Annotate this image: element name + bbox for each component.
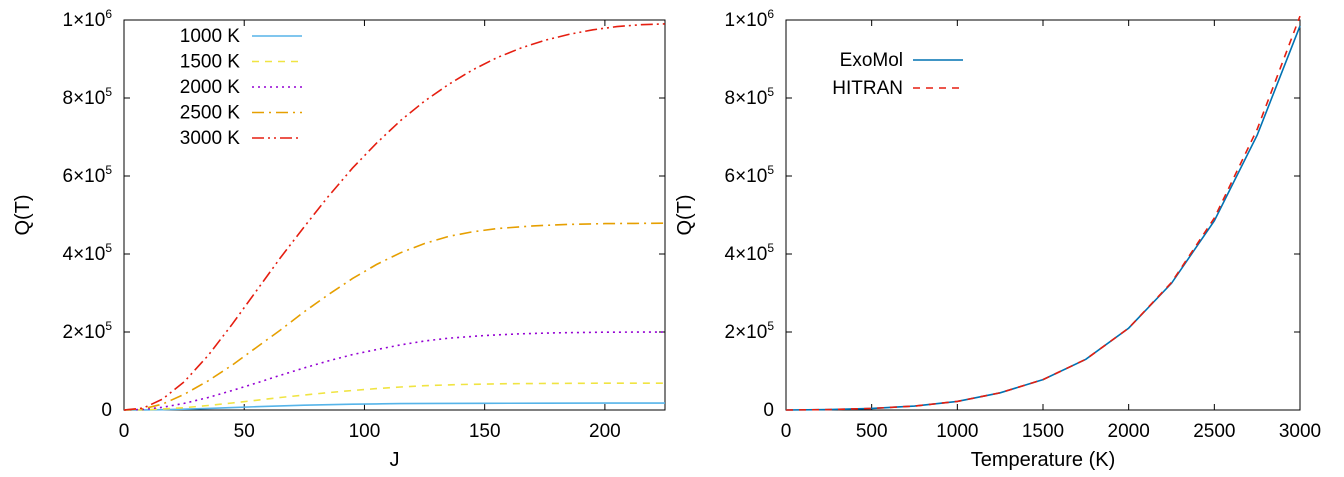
y-tick-mantissa: 1×10 [63, 10, 106, 31]
legend-label: 2500 K [180, 103, 241, 124]
legend-label: 2000 K [180, 77, 241, 98]
legend-label: ExoMol [840, 50, 903, 71]
y-tick-label: 1×106 [63, 7, 113, 31]
series-line-2500-k [123, 222, 666, 411]
x-axis-label: Temperature (K) [971, 449, 1116, 471]
x-tick-label: 0 [119, 421, 130, 442]
y-tick-label: 1×106 [725, 7, 775, 31]
y-tick-exponent: 6 [767, 7, 774, 21]
y-tick-label: 0 [763, 400, 774, 421]
y-tick-mantissa: 4×10 [63, 244, 106, 265]
y-tick-exponent: 6 [105, 7, 112, 21]
x-tick-label: 2000 [1108, 421, 1150, 442]
y-tick-mantissa: 6×10 [63, 166, 106, 187]
x-tick-label: 1000 [936, 421, 978, 442]
y-tick-exponent: 5 [105, 241, 112, 255]
series-line-2000-k [123, 331, 666, 411]
y-tick-label: 0 [101, 400, 112, 421]
y-tick-mantissa: 6×10 [725, 166, 768, 187]
plot-frame [123, 19, 666, 411]
x-tick-label: 200 [589, 421, 621, 442]
y-tick-mantissa: 2×10 [725, 322, 768, 343]
y-tick-mantissa: 4×10 [725, 244, 768, 265]
y-axis-label: Q(T) [12, 194, 34, 235]
y-tick-label: 6×105 [63, 163, 113, 187]
series-line-1000-k [123, 402, 665, 411]
y-tick-mantissa: 8×10 [63, 88, 106, 109]
y-tick-label: 2×105 [725, 319, 775, 343]
y-tick-mantissa: 2×10 [63, 322, 106, 343]
y-tick-exponent: 5 [105, 319, 112, 333]
x-tick-label: 500 [856, 421, 888, 442]
legend-label: 3000 K [180, 128, 241, 149]
right-chart-panel: 0 500 1000 1500 2000 2500 300002×1054×1056×105… [674, 7, 1321, 471]
y-tick-label: 6×105 [725, 163, 775, 187]
x-tick-label: 0 [781, 421, 792, 442]
y-tick-exponent: 5 [767, 85, 774, 99]
y-tick-mantissa: 1×10 [725, 10, 768, 31]
y-tick-mantissa: 0 [763, 400, 774, 421]
x-tick-label: 150 [469, 421, 501, 442]
legend-label: 1000 K [180, 26, 241, 47]
y-tick-exponent: 5 [105, 163, 112, 177]
y-tick-label: 8×105 [725, 85, 775, 109]
y-tick-exponent: 5 [767, 163, 774, 177]
legend-label: 1500 K [180, 52, 241, 73]
y-axis-label: Q(T) [674, 194, 696, 235]
y-tick-label: 4×105 [725, 241, 775, 265]
y-tick-label: 8×105 [63, 85, 113, 109]
series-line-1500-k [123, 382, 665, 411]
x-axis-label: J [390, 449, 400, 471]
x-tick-label: 3000 [1279, 421, 1321, 442]
y-tick-mantissa: 8×10 [725, 88, 768, 109]
y-tick-mantissa: 0 [101, 400, 112, 421]
x-tick-label: 2500 [1193, 421, 1235, 442]
x-tick-label: 1500 [1022, 421, 1064, 442]
y-tick-label: 4×105 [63, 241, 113, 265]
legend-label: HITRAN [832, 78, 903, 99]
y-tick-exponent: 5 [105, 85, 112, 99]
y-tick-label: 2×105 [63, 319, 113, 343]
series-line-hitran [785, 15, 1301, 411]
y-tick-exponent: 5 [767, 241, 774, 255]
x-tick-label: 100 [349, 421, 381, 442]
y-tick-exponent: 5 [767, 319, 774, 333]
left-chart-panel: 0 50 100 150 20002×1054×1056×1058×1051×106JQ… [12, 7, 666, 471]
x-tick-label: 50 [234, 421, 255, 442]
